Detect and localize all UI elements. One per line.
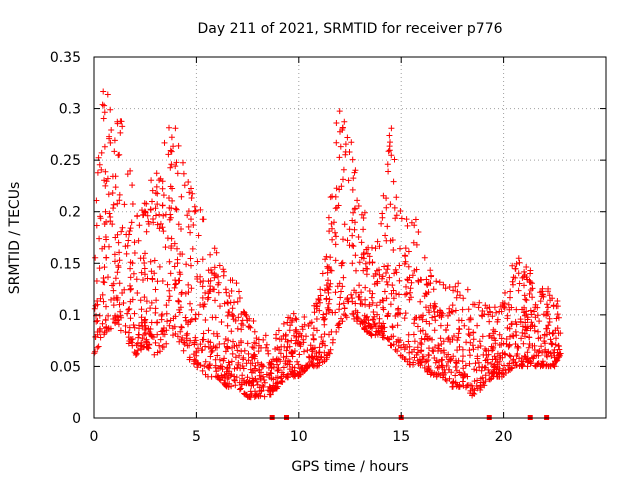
y-axis-label: SRMTID / TECUs — [7, 182, 23, 295]
x-tick-label: 10 — [290, 429, 308, 445]
y-tick-label: 0.3 — [59, 102, 81, 118]
y-tick-label: 0 — [72, 411, 81, 427]
y-tick-label: 0.15 — [50, 256, 81, 272]
chart-title: Day 211 of 2021, SRMTID for receiver p77… — [197, 21, 502, 37]
data-points — [91, 88, 564, 401]
x-tick-label: 0 — [90, 429, 99, 445]
y-tick-label: 0.35 — [50, 50, 81, 66]
x-axis-label: GPS time / hours — [291, 459, 408, 475]
plot-frame — [93, 56, 607, 419]
y-tick-label: 0.2 — [59, 205, 81, 221]
y-tick-labels: 0 0.05 0.1 0.15 0.2 0.25 0.3 0.35 — [50, 50, 81, 427]
y-tick-label: 0.05 — [50, 359, 81, 375]
x-tick-label: 15 — [392, 429, 410, 445]
x-tick-labels: 0 5 10 15 20 — [90, 429, 513, 445]
srmtid-points — [91, 88, 564, 401]
y-tick-label: 0.1 — [59, 308, 81, 324]
x-tick-label: 20 — [495, 429, 513, 445]
axis-ticks — [93, 56, 606, 419]
x-tick-label: 5 — [192, 429, 201, 445]
y-tick-label: 0.25 — [50, 153, 81, 169]
